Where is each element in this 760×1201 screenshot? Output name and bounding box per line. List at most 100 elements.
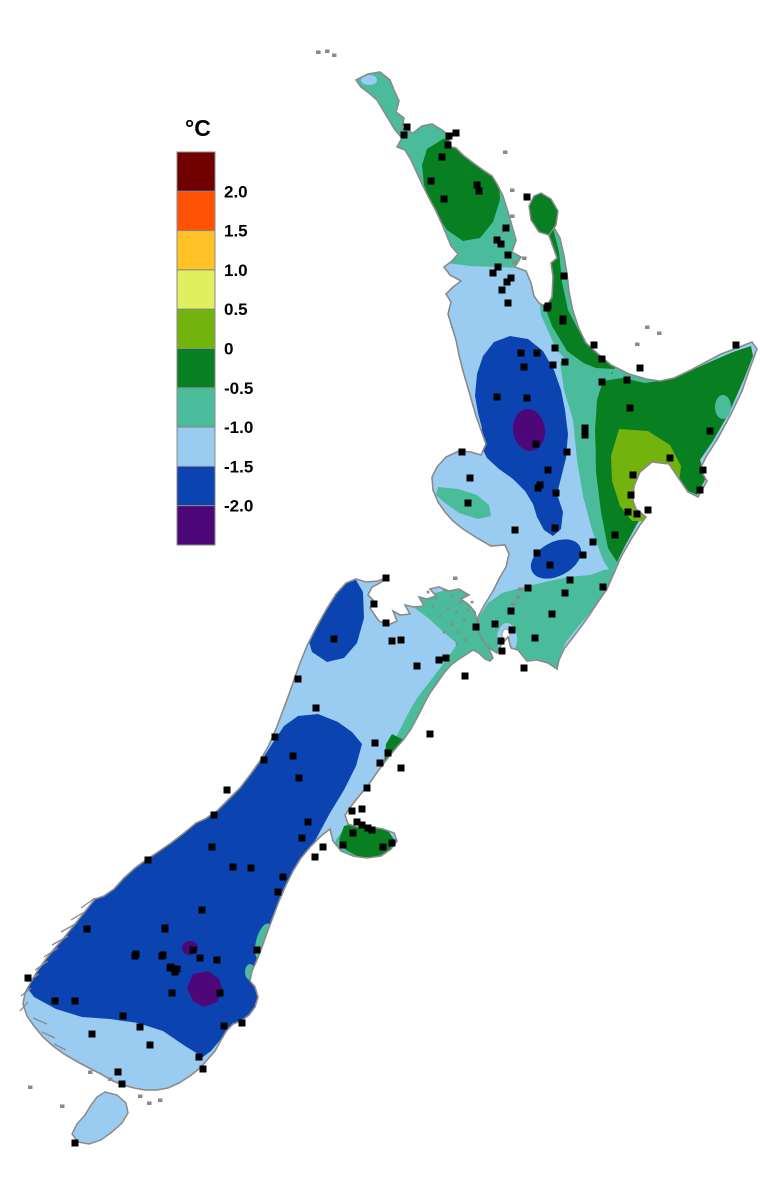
islet xyxy=(332,53,337,57)
station-marker xyxy=(397,764,405,772)
station-marker xyxy=(444,141,452,149)
north-island-coastline xyxy=(354,71,758,671)
islet xyxy=(518,587,523,591)
station-marker xyxy=(517,349,525,357)
sound-speckle xyxy=(450,594,454,598)
station-marker xyxy=(400,131,408,139)
legend-tick-label: -1.5 xyxy=(224,457,253,476)
station-marker xyxy=(358,821,366,829)
station-marker xyxy=(473,181,481,189)
station-marker xyxy=(533,349,541,357)
islet xyxy=(503,150,508,154)
station-marker xyxy=(274,888,282,896)
station-marker xyxy=(196,954,204,962)
station-marker xyxy=(566,576,574,584)
station-marker xyxy=(229,863,237,871)
station-marker xyxy=(452,129,460,137)
islet xyxy=(88,1070,93,1074)
legend-tick-label: -0.5 xyxy=(224,379,253,398)
legend-swatch--1.0-to--0.5 xyxy=(176,387,216,428)
station-marker xyxy=(534,484,542,492)
station-marker xyxy=(491,620,499,628)
station-marker xyxy=(438,153,446,161)
islet xyxy=(325,49,330,53)
station-marker xyxy=(24,974,32,982)
islet xyxy=(28,1085,33,1089)
stewart-island xyxy=(71,1091,129,1145)
sound-speckle xyxy=(438,614,442,618)
sound-speckle xyxy=(450,622,454,626)
legend-tick-label: 0.5 xyxy=(224,300,248,319)
station-marker xyxy=(339,841,347,849)
station-marker xyxy=(546,561,554,569)
south-island-coastline xyxy=(22,576,494,1091)
region-eastcape-teal-spot xyxy=(715,395,731,419)
station-marker xyxy=(627,491,635,499)
station-marker xyxy=(358,805,366,813)
station-marker xyxy=(376,759,384,767)
islet xyxy=(510,188,515,192)
station-marker xyxy=(213,956,221,964)
legend-swatch-above-2.0 xyxy=(176,151,216,192)
legend-swatch-1.5-to-2.0 xyxy=(176,190,216,232)
sound-speckle xyxy=(466,608,470,612)
sound-speckle xyxy=(446,606,450,610)
station-marker xyxy=(384,749,392,757)
legend-swatch-below--2.0 xyxy=(176,505,216,546)
station-marker xyxy=(552,489,560,497)
station-marker xyxy=(158,952,166,960)
station-marker xyxy=(397,636,405,644)
station-marker xyxy=(520,363,528,371)
station-marker xyxy=(563,448,571,456)
station-marker xyxy=(493,236,501,244)
region-central-purple xyxy=(512,409,546,451)
great-barrier-island xyxy=(528,192,559,236)
station-marker xyxy=(503,278,511,286)
legend-tick-label: -1.0 xyxy=(224,418,253,437)
station-marker xyxy=(532,440,540,448)
station-marker xyxy=(216,989,224,997)
region-main-blue xyxy=(25,714,362,1057)
station-marker xyxy=(247,864,255,872)
station-marker xyxy=(311,853,319,861)
legend-tick-label: 1.5 xyxy=(224,222,248,241)
islet xyxy=(657,331,662,335)
station-marker xyxy=(379,843,387,851)
station-marker xyxy=(706,427,714,435)
station-marker xyxy=(623,376,631,384)
station-marker xyxy=(144,856,152,864)
station-marker xyxy=(629,471,637,479)
station-marker xyxy=(504,251,512,259)
sound-speckle xyxy=(426,590,430,594)
station-marker xyxy=(368,826,376,834)
station-marker xyxy=(304,818,312,826)
station-marker xyxy=(493,393,501,401)
sound-speckle xyxy=(456,630,460,634)
station-marker xyxy=(289,752,297,760)
station-marker xyxy=(458,448,466,456)
sound-speckle xyxy=(470,600,474,604)
station-marker xyxy=(466,474,474,482)
station-marker xyxy=(161,925,169,933)
station-marker xyxy=(579,551,587,559)
legend-swatch--1.5-to--1.0 xyxy=(176,426,216,467)
region-coromandel-teal xyxy=(534,214,672,400)
legend-tick-label: -2.0 xyxy=(224,497,253,516)
station-marker xyxy=(435,656,443,664)
station-marker xyxy=(71,1139,79,1147)
south-island xyxy=(19,576,494,1145)
legend-swatch-0.5-to-1.0 xyxy=(176,269,216,310)
station-marker xyxy=(348,807,356,815)
station-marker xyxy=(83,925,91,933)
islet xyxy=(516,595,521,599)
station-marker xyxy=(371,739,379,747)
station-marker xyxy=(511,526,519,534)
station-marker xyxy=(51,997,59,1005)
sound-speckle xyxy=(455,642,459,646)
station-marker xyxy=(626,404,634,412)
station-marker xyxy=(271,733,279,741)
station-marker xyxy=(561,358,569,366)
station-marker xyxy=(427,177,435,185)
marlborough-sounds-speckles xyxy=(426,588,474,646)
